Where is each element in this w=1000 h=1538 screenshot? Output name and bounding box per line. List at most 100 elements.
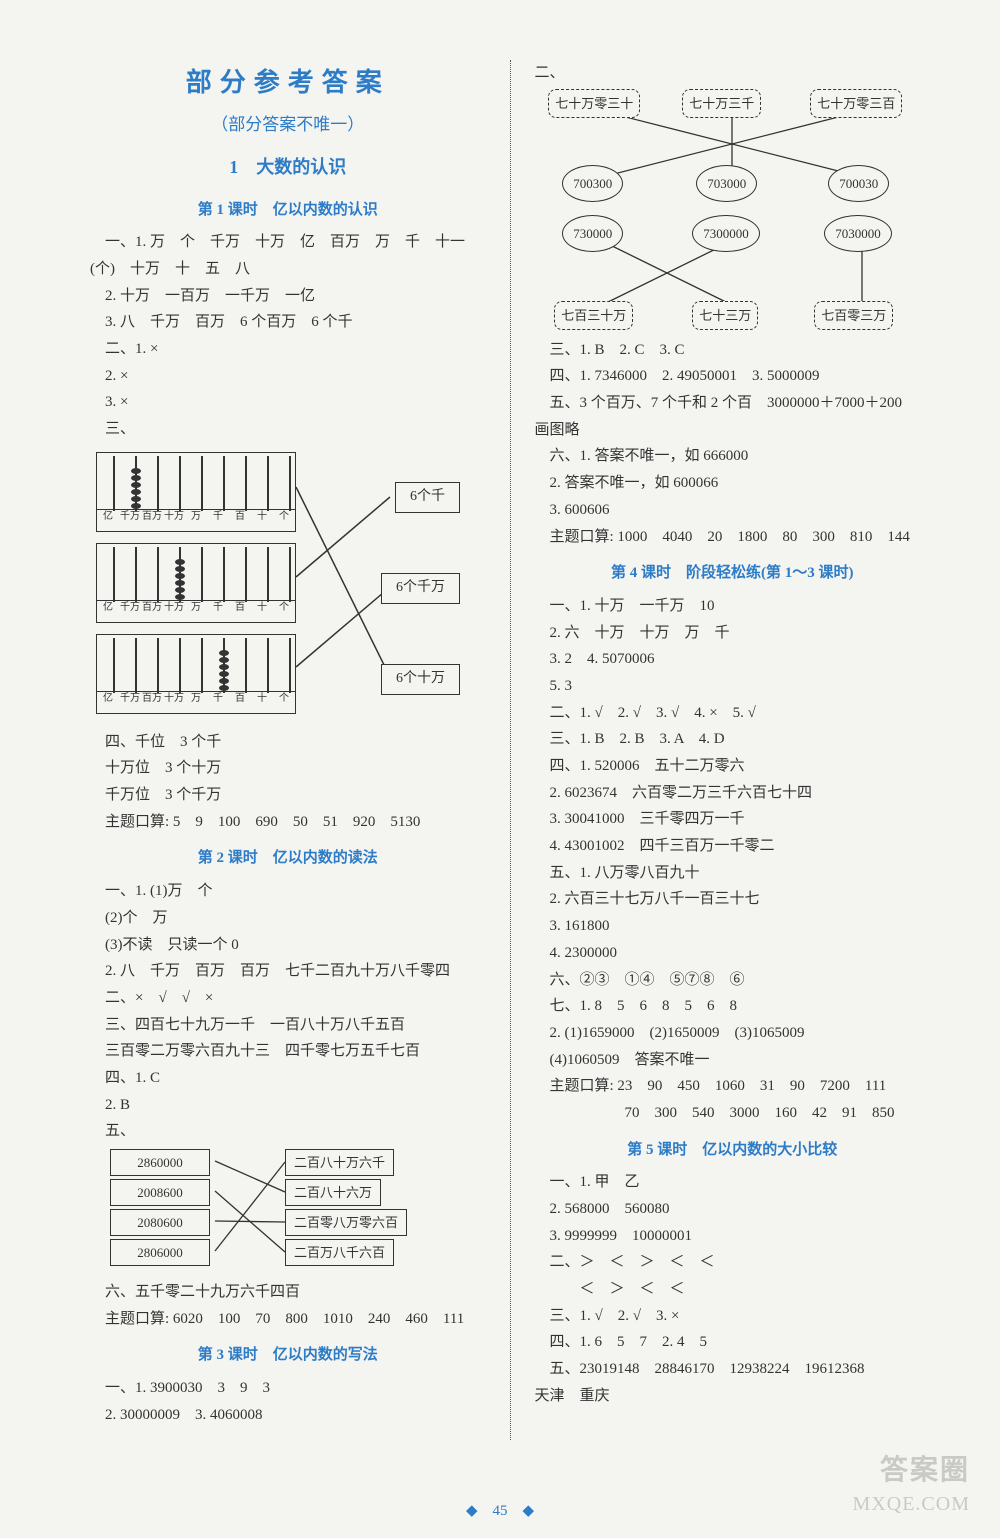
abacus-rod	[289, 456, 291, 511]
col-label: 十万	[163, 510, 185, 531]
l2-p2: (2)个 万	[90, 905, 486, 932]
l5-p6: 三、1. √ 2. √ 3. ×	[535, 1303, 931, 1330]
col-label: 十万	[163, 692, 185, 713]
top-cloud-2: 703000	[696, 165, 757, 202]
top-cloud-3: 700030	[828, 165, 889, 202]
bot-cloud-2: 7300000	[692, 215, 760, 252]
abacus-rod	[201, 456, 203, 511]
l1-p9: 十万位 3 个十万	[90, 755, 486, 782]
abacus-bead	[219, 678, 229, 684]
l5-p9: 天津 重庆	[535, 1383, 931, 1410]
l4-p15: 六、②③ ①④ ⑤⑦⑧ ⑥	[535, 967, 931, 994]
col-label: 个	[273, 692, 295, 713]
top-cloud-1: 700300	[562, 165, 623, 202]
l5-p5: ＜ ＞ ＜ ＜	[535, 1276, 931, 1303]
l4-p3: 3. 2 4. 5070006	[535, 646, 931, 673]
abacus-bead	[131, 496, 141, 502]
col-label: 百	[229, 692, 251, 713]
col-label: 千	[207, 692, 229, 713]
l3-p4: 三、1. B 2. C 3. C	[535, 337, 931, 364]
col-label: 亿	[97, 601, 119, 622]
abacus-rod	[157, 547, 159, 602]
abacus-bead	[131, 475, 141, 481]
abacus-rod	[289, 638, 291, 693]
match-diagram-top: 七十万零三十 七十万三千 七十万零三百 700300 703000 700030	[542, 87, 922, 207]
bot-box-3: 七百零三万	[814, 301, 893, 330]
main-title: 部分参考答案	[90, 60, 486, 106]
abacus-answer-3: 6个十万	[381, 664, 460, 695]
abacus-bead	[175, 566, 185, 572]
col-label: 百	[229, 510, 251, 531]
match-left-4: 2806000	[110, 1239, 210, 1266]
col-label: 千万	[119, 692, 141, 713]
abacus-rod	[113, 456, 115, 511]
col-label: 十	[251, 601, 273, 622]
l1-p11: 主题口算: 5 9 100 690 50 51 920 5130	[90, 809, 486, 836]
sub-title: （部分答案不唯一）	[90, 110, 486, 140]
abacus-diagram: 亿千万百万十万万千百十个 6个千 亿千万百万十万万千百十个 6个千万 亿千万百万…	[90, 447, 470, 727]
l2-p11: 六、五千零二十九万六千四百	[90, 1279, 486, 1306]
abacus-bead	[175, 573, 185, 579]
col-label: 百万	[141, 692, 163, 713]
abacus-rod	[113, 547, 115, 602]
col-label: 百	[229, 601, 251, 622]
abacus-rod	[267, 638, 269, 693]
l4-p17: 2. (1)1659000 (2)1650009 (3)1065009	[535, 1020, 931, 1047]
l4-p8: 2. 6023674 六百零二万三千六百七十四	[535, 780, 931, 807]
l2-p12: 主题口算: 6020 100 70 800 1010 240 460 111	[90, 1306, 486, 1333]
match-diagram-bottom: 730000 7300000 7030000 七百三十万 七十三万 七百零三万	[542, 213, 922, 333]
abacus-rod	[223, 547, 225, 602]
col-label: 亿	[97, 692, 119, 713]
column-separator	[510, 60, 511, 1440]
l3-p8: 六、1. 答案不唯一，如 666000	[535, 443, 931, 470]
l4-p14: 4. 2300000	[535, 940, 931, 967]
lesson-2-title: 第 2 课时 亿以内数的读法	[90, 845, 486, 872]
l3-p1: 一、1. 3900030 3 9 3	[90, 1375, 486, 1402]
abacus-rod	[245, 547, 247, 602]
l1-p5: 2. ×	[90, 363, 486, 390]
l4-p11: 五、1. 八万零八百九十	[535, 860, 931, 887]
lesson-3-title: 第 3 课时 亿以内数的写法	[90, 1342, 486, 1369]
bot-box-2: 七十三万	[692, 301, 758, 330]
l5-p4: 二、＞ ＜ ＞ ＜ ＜	[535, 1249, 931, 1276]
unit-title: 1 大数的认识	[90, 151, 486, 183]
abacus-rod	[179, 456, 181, 511]
abacus-rod	[157, 638, 159, 693]
abacus-bead	[219, 650, 229, 656]
col-label: 万	[185, 601, 207, 622]
abacus-bead	[219, 664, 229, 670]
l3-p3: 二、	[535, 60, 931, 87]
l1-p3: 3. 八 千万 百万 6 个百万 6 个千	[90, 309, 486, 336]
col-label: 千	[207, 510, 229, 531]
l2-p6: 三、四百七十九万一千 一百八十万八千五百	[90, 1012, 486, 1039]
l3-p9: 2. 答案不唯一，如 600066	[535, 470, 931, 497]
col-label: 个	[273, 601, 295, 622]
col-label: 个	[273, 510, 295, 531]
lesson-4-title: 第 4 课时 阶段轻松练(第 1～3 课时)	[535, 560, 931, 587]
l1-p1: 一、1. 万 个 千万 十万 亿 百万 万 千 十一(个) 十万 十 五 八	[90, 229, 486, 282]
l4-p20: 70 300 540 3000 160 42 91 850	[535, 1100, 931, 1127]
l2-p3: (3)不读 只读一个 0	[90, 932, 486, 959]
l4-p2: 2. 六 十万 十万 万 千	[535, 620, 931, 647]
l1-p7: 三、	[90, 416, 486, 443]
l5-p7: 四、1. 6 5 7 2. 4 5	[535, 1329, 931, 1356]
l2-p5: 二、× √ √ ×	[90, 985, 486, 1012]
col-label: 亿	[97, 510, 119, 531]
abacus-row-3: 亿千万百万十万万千百十个	[96, 634, 296, 714]
abacus-rod	[267, 547, 269, 602]
l4-p13: 3. 161800	[535, 913, 931, 940]
l4-p5: 二、1. √ 2. √ 3. √ 4. × 5. √	[535, 700, 931, 727]
l2-p10: 五、	[90, 1118, 486, 1145]
l3-p10: 3. 600606	[535, 497, 931, 524]
l2-p1: 一、1. (1)万 个	[90, 878, 486, 905]
col-label: 千万	[119, 510, 141, 531]
l2-p4: 2. 八 千万 百万 百万 七千二百九十万八千零四	[90, 958, 486, 985]
l4-p10: 4. 43001002 四千三百万一千零二	[535, 833, 931, 860]
lesson-5-title: 第 5 课时 亿以内数的大小比较	[535, 1137, 931, 1164]
abacus-bead	[131, 489, 141, 495]
l2-p7: 三百零二万零六百九十三 四千零七万五千七百	[90, 1038, 486, 1065]
l5-p1: 一、1. 甲 乙	[535, 1169, 931, 1196]
l1-p8: 四、千位 3 个千	[90, 729, 486, 756]
bot-box-1: 七百三十万	[554, 301, 633, 330]
abacus-rod	[201, 638, 203, 693]
